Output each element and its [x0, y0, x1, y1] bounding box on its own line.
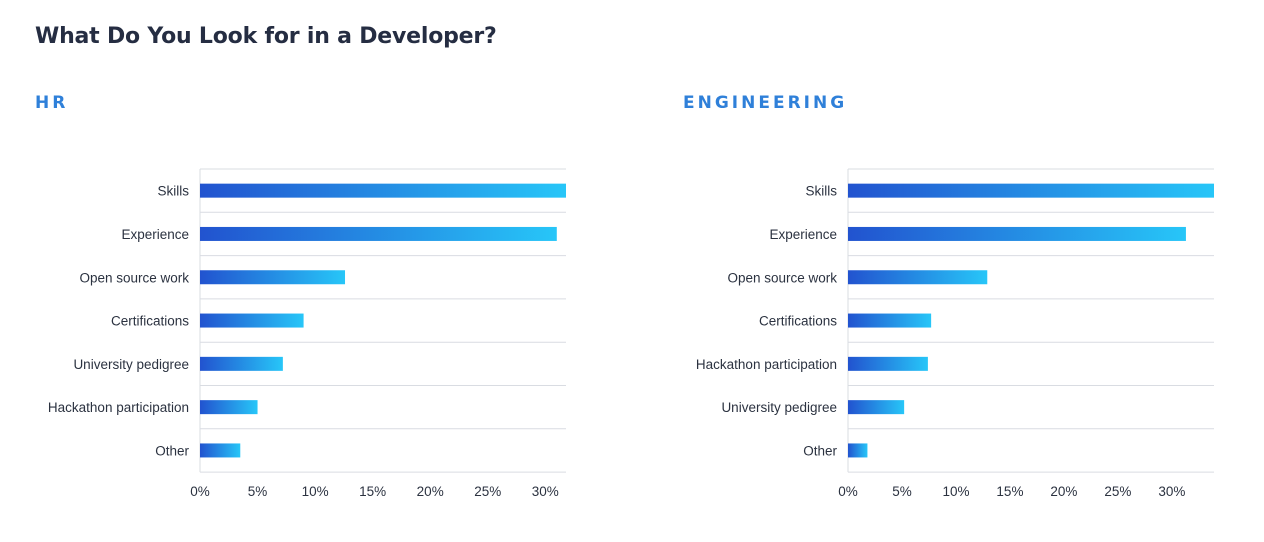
hr-category-label: Certifications: [111, 314, 189, 329]
engineering-x-tick-label: 5%: [892, 484, 912, 499]
hr-x-tick-label: 5%: [248, 484, 268, 499]
engineering-bar-chart: Skills Experience Open source work Certific…: [696, 168, 1214, 499]
hr-x-tick-label: 20%: [417, 484, 444, 499]
engineering-category-label: Other: [803, 443, 837, 458]
hr-bar: [200, 356, 283, 371]
engineering-category-label: Skills: [805, 184, 837, 199]
engineering-bar: [848, 270, 988, 285]
engineering-bar: [848, 400, 905, 415]
engineering-x-tick-label: 15%: [996, 484, 1023, 499]
hr-category-label: Skills: [157, 184, 189, 199]
engineering-x-tick-label: 0%: [838, 484, 858, 499]
hr-category-label: University pedigree: [73, 357, 189, 372]
hr-bar: [200, 183, 566, 198]
engineering-x-tick-label: 30%: [1158, 484, 1185, 499]
engineering-bar: [848, 443, 868, 458]
hr-chart-title: HR: [35, 93, 69, 113]
engineering-x-tick-label: 20%: [1050, 484, 1077, 499]
hr-bar: [200, 400, 258, 415]
hr-bar: [200, 313, 304, 328]
hr-bar-chart: Skills Experience Open source work Certific…: [48, 168, 566, 499]
hr-x-tick-label: 30%: [532, 484, 559, 499]
engineering-bar: [848, 183, 1214, 198]
hr-category-label: Other: [155, 443, 189, 458]
engineering-category-label: Experience: [769, 227, 837, 242]
hr-category-label: Open source work: [79, 270, 189, 285]
engineering-bar: [848, 313, 932, 328]
engineering-category-label: University pedigree: [721, 400, 837, 415]
engineering-bar: [848, 226, 1186, 241]
engineering-x-tick-label: 25%: [1104, 484, 1131, 499]
engineering-chart-title: ENGINEERING: [683, 93, 848, 113]
engineering-bar: [848, 356, 928, 371]
hr-x-tick-label: 15%: [359, 484, 386, 499]
engineering-category-label: Hackathon participation: [696, 357, 837, 372]
hr-category-label: Hackathon participation: [48, 400, 189, 415]
engineering-category-label: Open source work: [727, 270, 837, 285]
hr-x-tick-label: 0%: [190, 484, 210, 499]
hr-bar: [200, 443, 241, 458]
engineering-x-tick-label: 10%: [942, 484, 969, 499]
page-title: What Do You Look for in a Developer?: [35, 24, 497, 49]
hr-x-tick-label: 10%: [302, 484, 329, 499]
hr-bar: [200, 226, 557, 241]
hr-category-label: Experience: [121, 227, 189, 242]
hr-bar: [200, 270, 346, 285]
hr-x-tick-label: 25%: [474, 484, 501, 499]
engineering-category-label: Certifications: [759, 314, 837, 329]
